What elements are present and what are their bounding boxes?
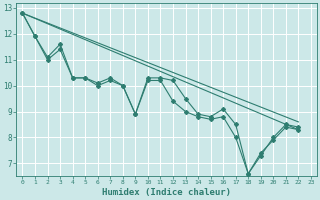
X-axis label: Humidex (Indice chaleur): Humidex (Indice chaleur) <box>102 188 231 197</box>
